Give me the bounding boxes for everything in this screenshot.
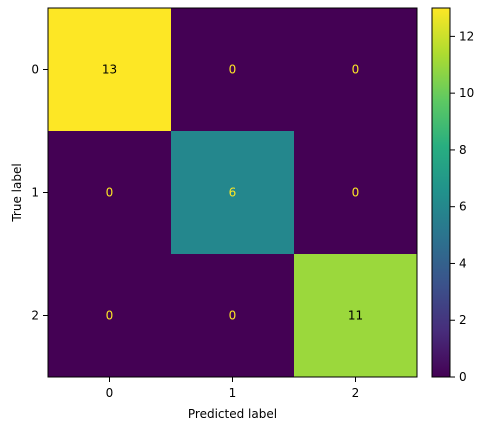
colorbar-tick-label: 6: [459, 200, 467, 214]
cell-value-2-1: 0: [229, 309, 237, 323]
heatmap-cells: [48, 8, 417, 377]
colorbar-ticks: 0 2 4 6 8 10 12: [450, 29, 474, 384]
x-axis-ticks: 0 1 2: [106, 377, 360, 400]
heatmap-cell-1-1: [171, 131, 294, 254]
x-tick-label: 0: [106, 386, 114, 400]
y-tick-label: 1: [31, 186, 39, 200]
cell-value-2-0: 0: [106, 309, 114, 323]
x-tick-label: 2: [352, 386, 360, 400]
cell-value-0-2: 0: [352, 63, 360, 77]
x-axis-label: Predicted label: [188, 407, 277, 421]
colorbar: [431, 7, 451, 378]
colorbar-tick-label: 4: [459, 256, 467, 270]
cell-value-0-1: 0: [229, 63, 237, 77]
cell-value-2-2: 11: [348, 309, 363, 323]
y-axis-ticks: 0 1 2: [31, 63, 48, 323]
heatmap-cell-0-2: [294, 8, 417, 131]
heatmap-cell-2-0: [48, 254, 171, 377]
heatmap-cell-0-0: [48, 8, 171, 131]
colorbar-tick-label: 8: [459, 143, 467, 157]
heatmap-cell-1-0: [48, 131, 171, 254]
cell-value-1-2: 0: [352, 186, 360, 200]
y-axis-label: True label: [10, 163, 24, 222]
colorbar-tick-label: 10: [459, 86, 474, 100]
cell-value-1-0: 0: [106, 186, 114, 200]
y-tick-label: 2: [31, 309, 39, 323]
x-tick-label: 1: [229, 386, 237, 400]
heatmap-cell-1-2: [294, 131, 417, 254]
heatmap-cell-2-2: [294, 254, 417, 377]
heatmap-cell-2-1: [171, 254, 294, 377]
cell-value-0-0: 13: [102, 63, 117, 77]
y-tick-label: 0: [31, 63, 39, 77]
cell-value-1-1: 6: [229, 186, 237, 200]
heatmap-cell-0-1: [171, 8, 294, 131]
colorbar-tick-label: 2: [459, 313, 467, 327]
cell-value-labels: 13 0 0 0 6 0 0 0 11: [102, 63, 363, 323]
colorbar-tick-label: 0: [459, 370, 467, 384]
colorbar-tick-label: 12: [459, 29, 474, 43]
